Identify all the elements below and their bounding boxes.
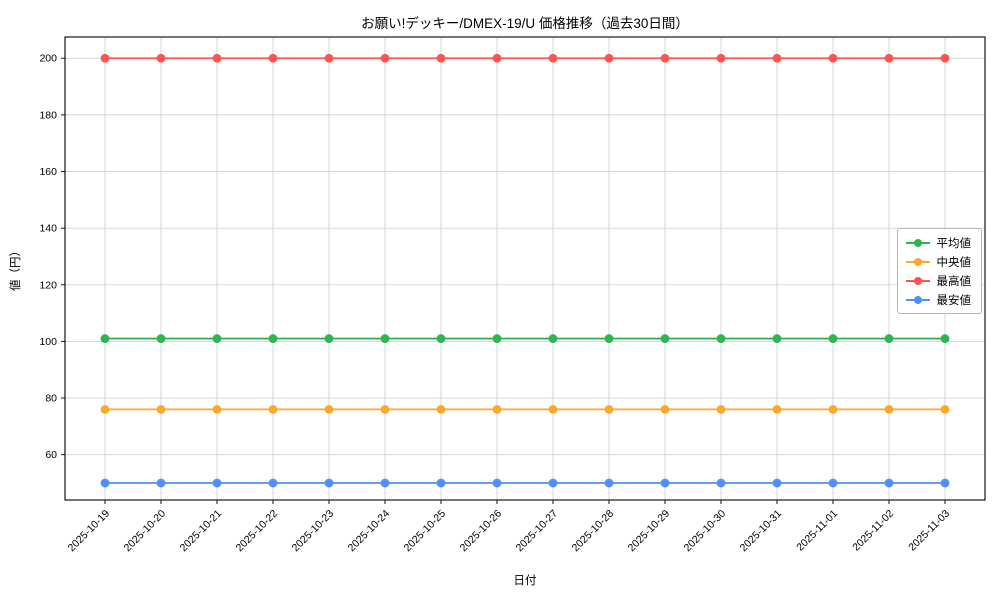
- legend: 平均値中央値最高値最安値: [896, 228, 982, 314]
- svg-text:2025-10-19: 2025-10-19: [66, 508, 113, 555]
- svg-text:180: 180: [39, 109, 57, 121]
- svg-text:160: 160: [39, 166, 57, 178]
- legend-item-最安値: 最安値: [905, 292, 972, 307]
- svg-text:2025-10-22: 2025-10-22: [234, 508, 281, 555]
- plot-border: [64, 36, 986, 501]
- legend-line-dot-icon: [905, 295, 930, 305]
- svg-text:60: 60: [45, 449, 57, 461]
- svg-text:100: 100: [39, 336, 57, 348]
- legend-line-dot-icon: [905, 238, 930, 248]
- axis-ticks: [61, 57, 946, 504]
- series-最安値: [100, 478, 950, 488]
- svg-text:2025-10-24: 2025-10-24: [346, 508, 393, 555]
- svg-text:2025-10-27: 2025-10-27: [514, 508, 561, 555]
- svg-text:2025-10-30: 2025-10-30: [682, 508, 729, 555]
- series-中央値: [100, 404, 950, 414]
- x-axis-label: 日付: [513, 575, 537, 587]
- series-最高値: [100, 53, 950, 63]
- svg-text:2025-10-29: 2025-10-29: [626, 508, 673, 555]
- series-平均値: [100, 334, 950, 343]
- svg-text:2025-11-01: 2025-11-01: [794, 508, 840, 554]
- legend-label: 最高値: [936, 275, 972, 288]
- svg-text:120: 120: [39, 279, 57, 291]
- svg-text:200: 200: [39, 53, 57, 65]
- svg-text:2025-10-23: 2025-10-23: [290, 508, 337, 555]
- legend-item-最高値: 最高値: [905, 273, 972, 288]
- legend-item-平均値: 平均値: [905, 235, 972, 250]
- legend-label: 平均値: [936, 237, 972, 250]
- svg-text:2025-10-26: 2025-10-26: [458, 508, 505, 555]
- svg-text:80: 80: [45, 393, 57, 405]
- svg-text:2025-11-02: 2025-11-02: [850, 508, 896, 554]
- legend-line-dot-icon: [905, 257, 930, 267]
- legend-line-dot-icon: [905, 276, 930, 286]
- svg-text:2025-10-31: 2025-10-31: [738, 508, 785, 555]
- legend-label: 中央値: [936, 256, 972, 269]
- legend-item-中央値: 中央値: [905, 254, 972, 269]
- chart-title: お願い!デッキー/DMEX-19/U 価格推移（過去30日間）: [361, 16, 689, 31]
- svg-text:140: 140: [39, 223, 57, 235]
- svg-text:2025-11-03: 2025-11-03: [906, 508, 952, 554]
- svg-text:2025-10-21: 2025-10-21: [178, 508, 225, 555]
- svg-text:2025-10-20: 2025-10-20: [122, 508, 169, 555]
- svg-text:2025-10-28: 2025-10-28: [570, 508, 617, 555]
- legend-label: 最安値: [936, 294, 972, 307]
- grid-lines: [65, 37, 985, 500]
- svg-text:2025-10-25: 2025-10-25: [402, 508, 449, 555]
